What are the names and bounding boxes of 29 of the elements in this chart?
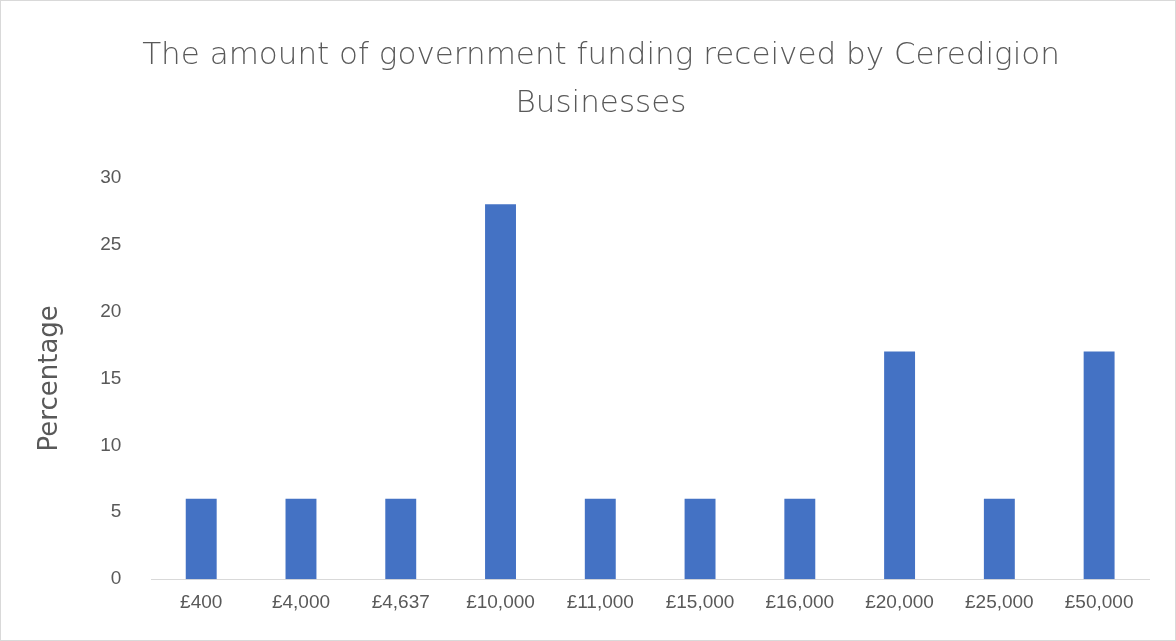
bar	[884, 351, 916, 580]
bar	[485, 204, 516, 580]
bar	[1083, 351, 1115, 580]
x-tick-label: £16,000	[765, 590, 835, 612]
y-tick-label: 25	[100, 232, 122, 254]
y-tick-label: 0	[110, 567, 122, 589]
x-tick-label: £20,000	[865, 590, 934, 612]
x-tick-label: £4,000	[271, 590, 331, 612]
bar	[584, 498, 616, 580]
x-tick-label: £400	[180, 590, 223, 612]
x-tick-label: £11,000	[566, 590, 634, 612]
y-tick-label: 5	[110, 500, 122, 522]
bar	[185, 498, 217, 580]
x-tick-label: £10,000	[466, 590, 535, 612]
x-tick-label: £4,637	[371, 590, 430, 612]
chart-title: The amount of government funding received by Ceredigion Businesses	[141, 34, 1061, 121]
bar	[983, 498, 1015, 580]
y-tick-label: 30	[100, 165, 122, 187]
y-tick-label: 10	[100, 433, 122, 455]
x-tick-label: £15,000	[665, 590, 735, 612]
bar	[784, 498, 816, 580]
bar	[684, 498, 716, 580]
x-tick-label: £25,000	[965, 590, 1034, 612]
y-tick-label: 20	[100, 299, 122, 321]
bar	[385, 498, 417, 580]
x-tick-label: £50,000	[1064, 590, 1134, 612]
y-axis-title: Percentage	[33, 305, 64, 452]
y-tick-label: 15	[100, 366, 122, 388]
bar	[285, 498, 317, 580]
